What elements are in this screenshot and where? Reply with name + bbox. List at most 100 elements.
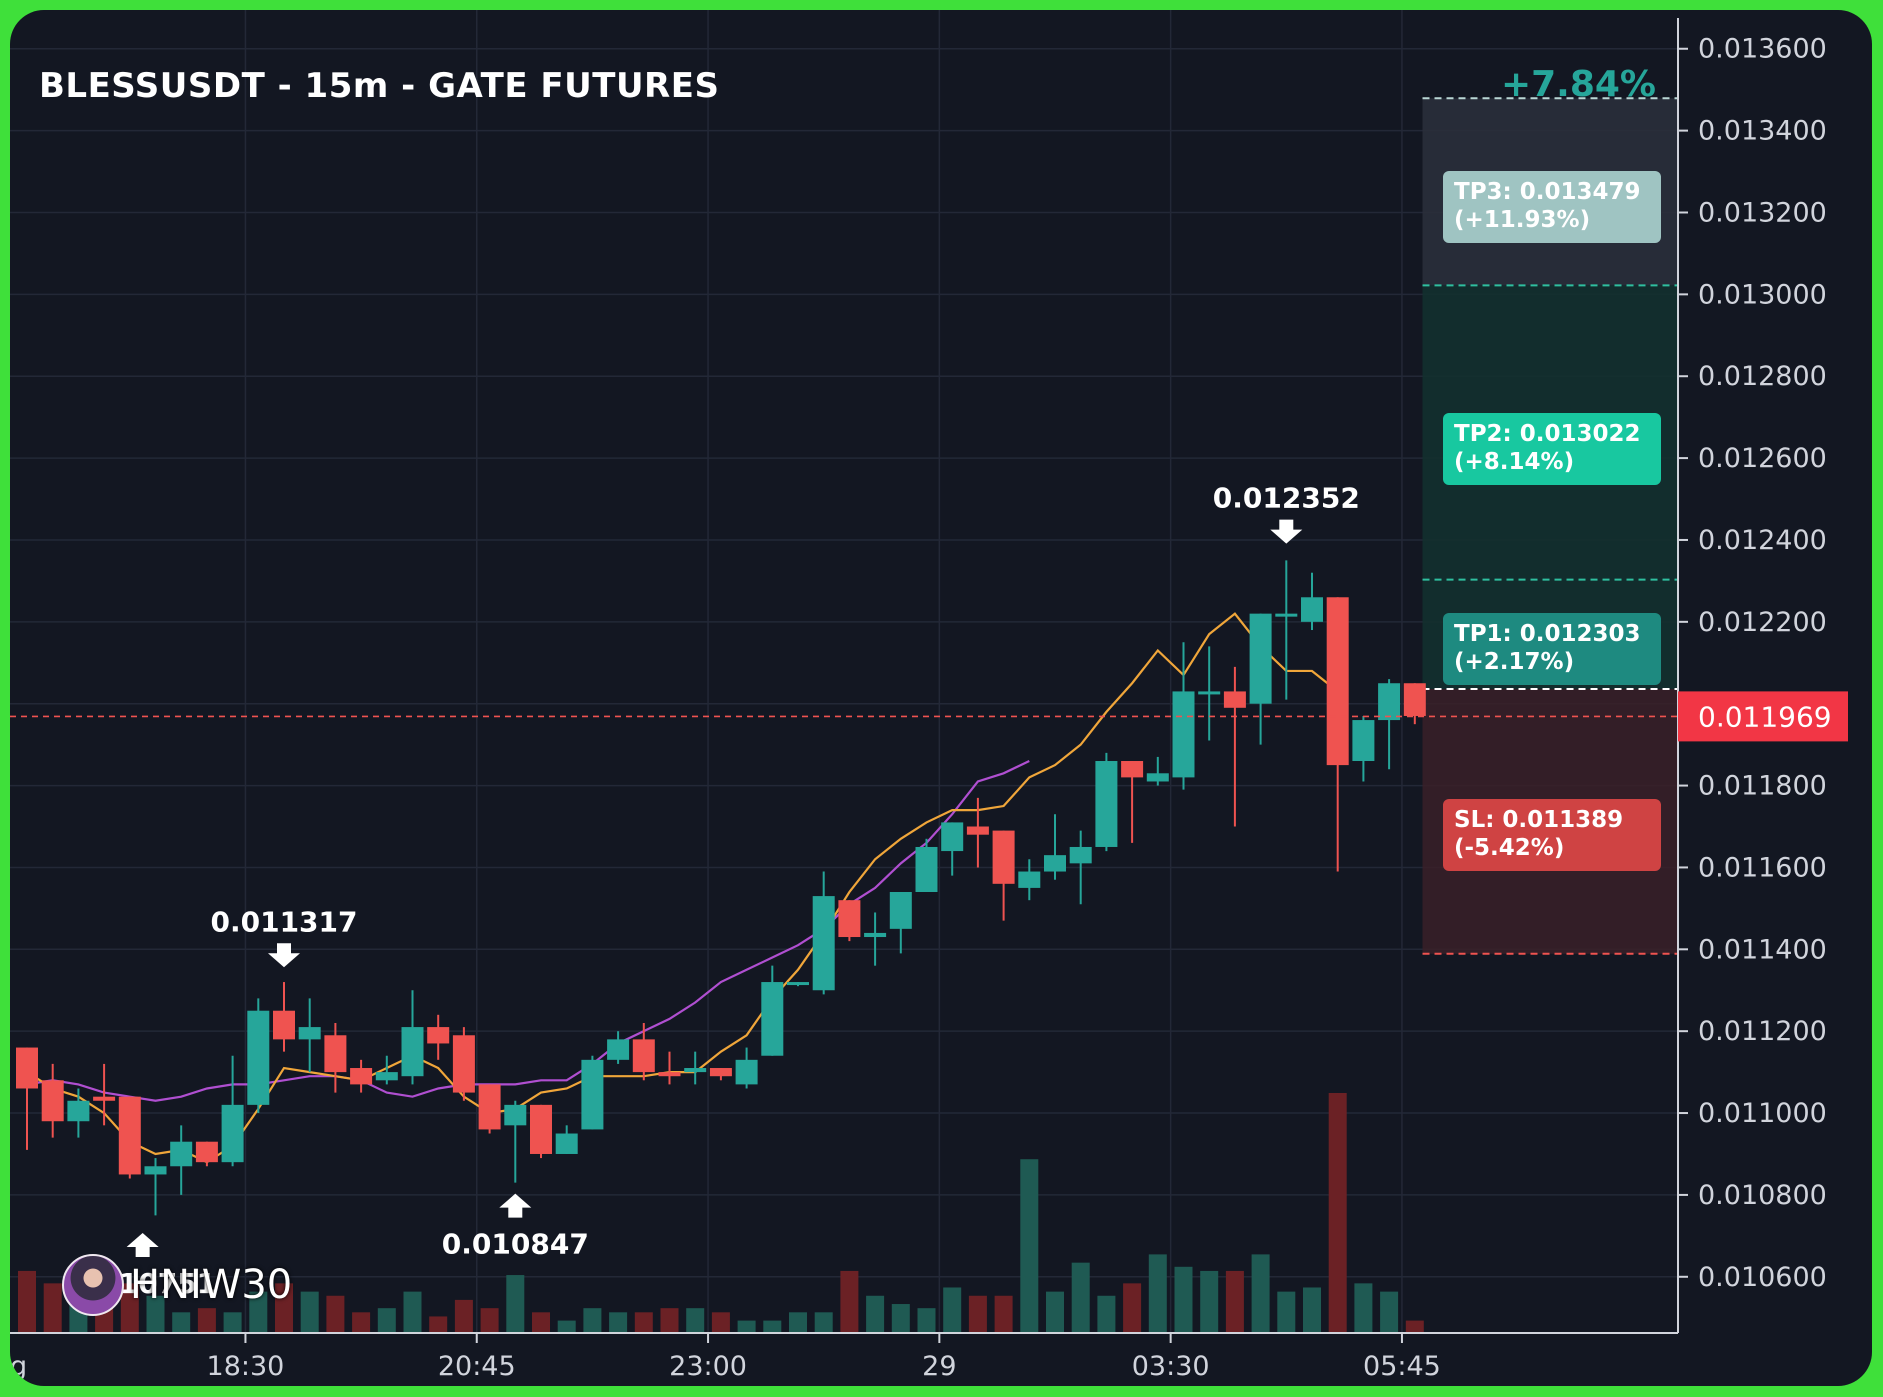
x-tick-label: 29 bbox=[922, 1351, 956, 1382]
candle-body bbox=[864, 932, 887, 938]
volume-bar bbox=[1071, 1262, 1090, 1333]
tp2-price-label: TP2: 0.013022 bbox=[1454, 421, 1641, 447]
volume-bar bbox=[480, 1308, 499, 1333]
candle-body bbox=[1378, 683, 1401, 721]
volume-bar bbox=[352, 1312, 371, 1333]
price-marker: 0.011317 bbox=[210, 905, 358, 968]
candle-body bbox=[1121, 761, 1144, 778]
volume-bar bbox=[1174, 1266, 1193, 1333]
chart-title: BLESSUSDT - 15m - GATE FUTURES bbox=[39, 66, 720, 106]
volume-bar bbox=[557, 1320, 576, 1333]
volume-bar bbox=[660, 1308, 679, 1333]
volume-bar bbox=[634, 1312, 653, 1333]
volume-bar bbox=[840, 1270, 859, 1333]
y-tick-label: 0.012800 bbox=[1698, 361, 1827, 392]
y-tick-label: 0.012600 bbox=[1698, 443, 1827, 474]
tp1-box-bg bbox=[1443, 613, 1661, 685]
volume-bar bbox=[1277, 1291, 1296, 1333]
arrow-down-icon bbox=[1270, 519, 1303, 544]
y-tick-label: 0.011000 bbox=[1698, 1098, 1827, 1129]
arrow-up-icon bbox=[499, 1193, 532, 1218]
volume-bar bbox=[1097, 1295, 1116, 1333]
x-tick-label: 18:30 bbox=[207, 1351, 285, 1382]
volume-bar bbox=[1328, 1093, 1347, 1333]
volume-bar bbox=[1200, 1270, 1219, 1333]
volume-bar bbox=[1380, 1291, 1399, 1333]
candle-body bbox=[581, 1059, 604, 1130]
ema-fast-line bbox=[26, 612, 1339, 1164]
candle-body bbox=[1172, 691, 1195, 778]
candle-body bbox=[504, 1104, 527, 1126]
volume-bar bbox=[1123, 1283, 1142, 1333]
volume-bar bbox=[1020, 1159, 1039, 1333]
volume-bar bbox=[197, 1308, 216, 1333]
tp3-box-bg bbox=[1443, 171, 1661, 243]
x-tick-label: 05:45 bbox=[1363, 1351, 1441, 1382]
candle-body bbox=[298, 1027, 321, 1040]
avatar bbox=[62, 1254, 124, 1316]
tp3-price-label: TP3: 0.013479 bbox=[1454, 179, 1641, 205]
y-tick-label: 0.010600 bbox=[1698, 1262, 1827, 1293]
candle-body bbox=[221, 1104, 244, 1163]
y-tick-label: 0.013200 bbox=[1698, 197, 1827, 228]
candle-body bbox=[555, 1133, 578, 1154]
tp1-price-label: TP1: 0.012303 bbox=[1454, 621, 1641, 647]
sl-label-box: SL: 0.011389(-5.42%) bbox=[1443, 799, 1661, 871]
volume-bar bbox=[686, 1308, 705, 1333]
chart-frame: 0.011317 0.010847 0.010751 0.012352 TP3: 0.0… bbox=[10, 10, 1872, 1386]
volume-bar bbox=[814, 1312, 833, 1333]
volume-bar bbox=[866, 1295, 885, 1333]
tp1-percent-label: (+2.17%) bbox=[1454, 649, 1574, 675]
candle-body bbox=[1223, 691, 1246, 708]
volume-bar bbox=[994, 1295, 1013, 1333]
tp2-percent-label: (+8.14%) bbox=[1454, 449, 1574, 475]
volume-bar bbox=[1405, 1320, 1424, 1333]
price-marker: 0.012352 bbox=[1213, 482, 1360, 544]
candle-body bbox=[478, 1084, 501, 1130]
volume-bar bbox=[120, 1283, 139, 1333]
candle-body bbox=[838, 900, 861, 938]
volume-bar bbox=[249, 1291, 268, 1333]
candle-body bbox=[452, 1035, 475, 1093]
watermark-text: HNIW30 bbox=[130, 1262, 293, 1308]
candle-body bbox=[41, 1080, 64, 1122]
arrow-up-icon bbox=[126, 1232, 159, 1257]
y-tick-label: 0.013600 bbox=[1698, 34, 1827, 65]
volume-bar bbox=[506, 1275, 525, 1333]
candle-body bbox=[787, 982, 809, 986]
sl-price-label: SL: 0.011389 bbox=[1454, 807, 1623, 833]
y-tick-label: 0.011800 bbox=[1698, 771, 1827, 802]
candle-body bbox=[93, 1096, 116, 1101]
tp1-label-box: TP1: 0.012303(+2.17%) bbox=[1443, 613, 1661, 685]
candle-body bbox=[1146, 773, 1169, 782]
volume-bar bbox=[789, 1312, 807, 1333]
y-tick-label: 0.011600 bbox=[1698, 852, 1827, 883]
volume-bar bbox=[429, 1316, 448, 1333]
volume-bar bbox=[968, 1295, 987, 1333]
candle-body bbox=[1275, 613, 1298, 617]
candle-body bbox=[889, 892, 912, 929]
y-tick-label: 0.012200 bbox=[1698, 607, 1827, 638]
volume-bar bbox=[609, 1312, 628, 1333]
volume-bar bbox=[943, 1287, 962, 1333]
candle-body bbox=[273, 1010, 295, 1040]
candle-body bbox=[401, 1027, 424, 1077]
candle-body bbox=[170, 1141, 193, 1167]
tp2-box-bg bbox=[1443, 413, 1661, 485]
x-tick-label: g bbox=[10, 1351, 27, 1382]
candle-body bbox=[761, 982, 784, 1056]
candle-body bbox=[1198, 691, 1221, 695]
volume-bar bbox=[377, 1308, 396, 1333]
candle-body bbox=[1326, 597, 1349, 766]
candle-body bbox=[915, 846, 938, 892]
candle-body bbox=[1069, 846, 1092, 864]
candle-body bbox=[709, 1068, 732, 1077]
volume-bar bbox=[146, 1295, 165, 1333]
volume-bar bbox=[583, 1308, 602, 1333]
ema-slow-line bbox=[26, 760, 1030, 1102]
candle-body bbox=[16, 1047, 38, 1089]
volume-bar bbox=[1148, 1254, 1167, 1333]
volume-bar bbox=[763, 1320, 782, 1333]
candle-body bbox=[1018, 871, 1041, 888]
